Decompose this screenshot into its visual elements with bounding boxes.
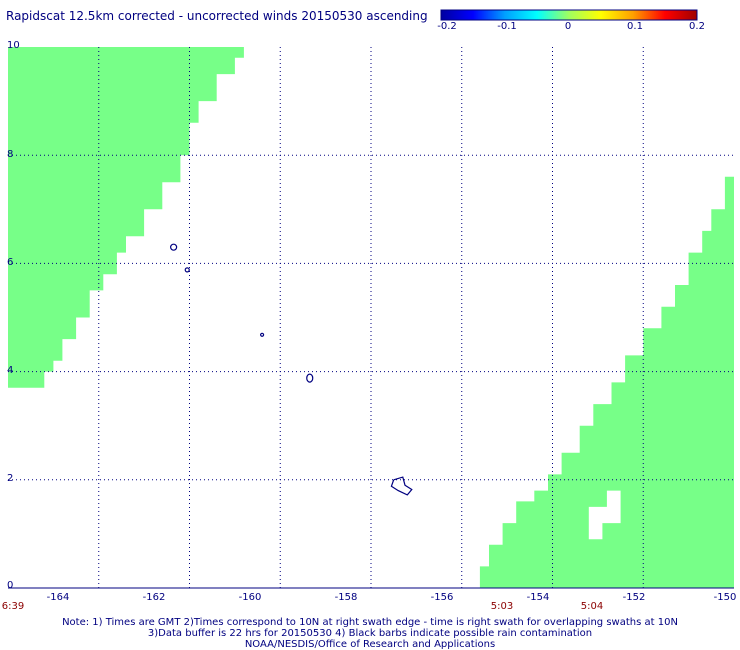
x-tick-156: -156: [430, 592, 454, 603]
island-kiritimati: [390, 476, 413, 496]
time-label-504: 5:04: [580, 601, 604, 612]
time-label-503: 5:03: [490, 601, 514, 612]
note-line-2: 3)Data buffer is 22 hrs for 20150530 4) …: [147, 628, 593, 639]
island-tabuaeran: [306, 373, 314, 383]
swath-data-gap: [588, 490, 621, 540]
x-tick-160: -160: [238, 592, 262, 603]
y-tick-10: 10: [7, 40, 20, 51]
left-swath: [8, 47, 244, 388]
colorbar-label-01: 0.1: [627, 21, 643, 32]
colorbar-label-neg02: -0.2: [437, 21, 457, 32]
colorbar-label-neg01: -0.1: [497, 21, 517, 32]
note-line-3: NOAA/NESDIS/Office of Research and Appli…: [244, 639, 496, 650]
x-tick-150: -150: [713, 592, 737, 603]
island-kingman: [170, 243, 178, 251]
note-line-1: Note: 1) Times are GMT 2)Times correspon…: [62, 617, 678, 628]
map-title: Rapidscat 12.5km corrected - uncorrected…: [6, 9, 428, 23]
y-tick-2: 2: [7, 473, 14, 484]
x-tick-164: -164: [46, 592, 70, 603]
x-tick-158: -158: [334, 592, 358, 603]
y-tick-6: 6: [7, 257, 14, 268]
island-small: [260, 332, 265, 337]
time-label-left: 6:39: [1, 601, 25, 612]
x-tick-152: -152: [622, 592, 646, 603]
x-tick-162: -162: [142, 592, 166, 603]
y-tick-0: 0: [7, 580, 14, 591]
y-tick-4: 4: [7, 365, 14, 376]
y-tick-8: 8: [7, 149, 14, 160]
right-swath: [479, 176, 734, 589]
colorbar-label-02: 0.2: [689, 21, 705, 32]
x-tick-154: -154: [526, 592, 550, 603]
island-palmyra: [184, 267, 190, 273]
colorbar: [440, 9, 698, 21]
colorbar-label-zero: 0: [564, 21, 572, 32]
